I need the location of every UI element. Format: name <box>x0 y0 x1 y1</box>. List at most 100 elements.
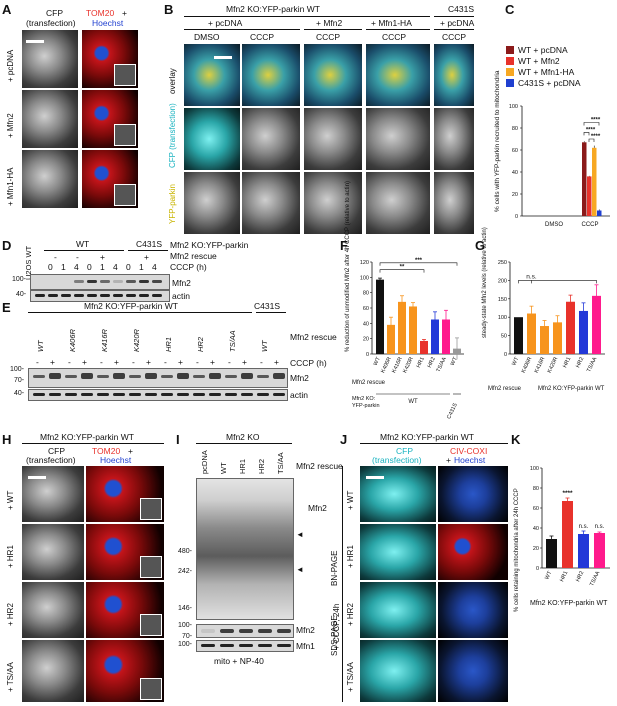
f-xtick-label: K420R <box>402 356 415 374</box>
d-time-label: 0 <box>126 262 131 272</box>
j-cfp-3 <box>360 582 436 638</box>
h-col1-title: CFP <box>48 446 65 456</box>
e-cccp-sign: + <box>210 357 215 367</box>
i-marker-480: 480- <box>178 548 193 555</box>
e-band-mfn2 <box>241 373 253 379</box>
c-sig-bracket <box>583 132 590 136</box>
j-col2-red: CIV-COXI <box>450 446 488 456</box>
d-blot-actin <box>30 290 170 302</box>
c-legend-swatch-2 <box>506 57 514 65</box>
h-col2-title-red: TOM20 <box>92 446 121 456</box>
g-bar <box>566 301 575 354</box>
d-band-actin <box>139 294 149 297</box>
j-row-label-2: + HR1 <box>346 545 355 568</box>
e-blot-label-actin: actin <box>290 390 308 400</box>
f-sub1: Mfn2 KO: <box>352 396 376 402</box>
c-legend-swatch-3 <box>506 68 514 76</box>
c-ytick-label: 20 <box>512 192 518 198</box>
e-band-actin <box>193 393 205 396</box>
k-ytick-label: 80 <box>533 486 539 492</box>
e-band-mfn2 <box>49 373 61 379</box>
e-cccp-sign: + <box>114 357 119 367</box>
d-time-label: 1 <box>139 262 144 272</box>
e-band-actin <box>81 393 93 396</box>
c-sig-label: **** <box>586 127 596 133</box>
a-row-label-1: + pcDNA <box>6 49 15 82</box>
h-row-label-3: + HR2 <box>6 603 15 626</box>
b-cond-1: DMSO <box>194 32 220 42</box>
h-image-cfp-4 <box>22 640 84 702</box>
i-band-mfn1 <box>277 644 291 647</box>
h-image-tom20-4 <box>86 640 164 702</box>
g-ytick-label: 250 <box>498 260 507 266</box>
d-time-label: 0 <box>48 262 53 272</box>
j-col2-plus: + <box>446 455 451 465</box>
d-time-label: 1 <box>61 262 66 272</box>
c-legend-label-4: C431S + pcDNA <box>518 78 581 88</box>
g-ytick-label: 200 <box>498 278 507 284</box>
b-yfp-4 <box>366 172 430 234</box>
e-band-actin <box>225 393 237 396</box>
e-cccp-sign: + <box>146 357 151 367</box>
j-cfp-4 <box>360 640 436 702</box>
e-band-mfn2 <box>209 373 221 379</box>
j-col2-blue: Hoechst <box>454 455 486 465</box>
c-legend-swatch-4 <box>506 79 514 87</box>
e-band-actin <box>65 393 77 396</box>
k-xtick-label: HR1 <box>559 570 569 583</box>
e-lane-label: K420R <box>132 329 141 352</box>
e-blot-actin <box>28 389 288 401</box>
d-band-actin <box>100 294 110 297</box>
e-band-actin <box>177 393 189 396</box>
b-group-4: + pcDNA <box>440 18 475 28</box>
k-sig-label: **** <box>562 490 573 497</box>
e-lane-label: TS/AA <box>228 330 237 352</box>
g-xtick-label: K420R <box>547 356 560 374</box>
a-image-tom20-3 <box>82 150 138 208</box>
b-group-2: + Mfn2 <box>316 18 343 28</box>
f-sig-bracket <box>379 269 425 273</box>
c-ytick-label: 60 <box>512 148 518 154</box>
f-bar <box>442 319 450 354</box>
h-image-tom20-1 <box>86 466 164 522</box>
k-chart: 0 20 40 60 80 100 WT HR1 HR2 TS/AA **** n.s. n.s. <box>530 466 610 587</box>
k-xtick-label: HR2 <box>575 570 585 583</box>
e-header-c431s: C431S <box>254 301 280 311</box>
g-sig-label: n.s. <box>526 273 537 280</box>
h-col1-sub: (transfection) <box>26 455 76 465</box>
e-lane-label: K406R <box>68 329 77 352</box>
d-band-actin <box>61 294 71 297</box>
d-time-label: 1 <box>100 262 105 272</box>
f-xtick-label: WT <box>373 356 382 367</box>
e-band-actin <box>33 393 45 396</box>
d-blot-label-mfn2: Mfn2 <box>172 278 191 288</box>
k-xtick-label: TS/AA <box>589 570 601 587</box>
g-ytick-label: 50 <box>501 334 507 340</box>
b-cfp-5 <box>434 108 474 170</box>
panel-label-k: K <box>511 432 521 447</box>
e-band-actin <box>257 393 269 396</box>
b-cfp-1 <box>184 108 240 170</box>
d-line3: CCCP (h) <box>170 262 207 272</box>
b-header: Mfn2 KO:YFP-parkin WT <box>226 4 320 14</box>
e-cccp-sign: - <box>228 357 231 367</box>
panel-label-i: I <box>176 432 180 447</box>
i-sds-mfn1 <box>196 640 294 652</box>
f-bar <box>398 301 406 354</box>
f-c431s-label: C431S <box>446 402 459 420</box>
i-band-mfn1 <box>258 644 272 647</box>
c-ytick-label: 80 <box>512 126 518 132</box>
d-rescue-1: - <box>54 252 57 262</box>
j-coxi-1 <box>438 466 508 522</box>
c-legend-label-3: WT + Mfn1-HA <box>518 67 575 77</box>
d-band-mfn2 <box>100 280 110 283</box>
k-bar <box>594 533 605 568</box>
i-marker-70: 70- <box>182 633 193 640</box>
d-band-mfn2 <box>113 280 123 283</box>
e-band-mfn2 <box>193 375 205 378</box>
c-legend-label-2: WT + Mfn2 <box>518 56 560 66</box>
h-image-cfp-3 <box>22 582 84 638</box>
e-band-actin <box>209 393 221 396</box>
i-label-mfn2-bn: Mfn2 <box>308 503 327 513</box>
a-image-cfp-3 <box>22 150 78 208</box>
